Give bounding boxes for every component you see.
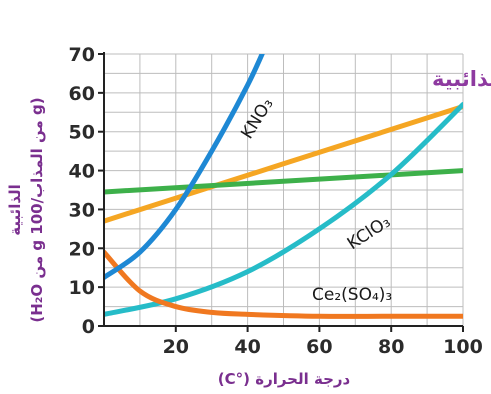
x-tick-labels: 20 40 60 80 100 xyxy=(163,336,483,358)
x-tick-label: 80 xyxy=(378,336,404,358)
x-tick-label: 100 xyxy=(443,336,483,358)
x-tick-label: 40 xyxy=(234,336,260,358)
series-label-ce2so43: Ce₂(SO₄)₃ xyxy=(312,285,392,305)
series-line-orange xyxy=(104,103,463,224)
y-tick-label: 50 xyxy=(69,122,95,144)
y-tick-label: 20 xyxy=(69,238,95,260)
series-line-kno3 xyxy=(104,54,265,280)
y-tick-labels: 0 10 20 30 40 50 60 70 xyxy=(69,44,95,338)
chart-title: الذائبية xyxy=(432,67,491,91)
y-axis-title-line2: (g من المذاب/g 100 من H₂O) xyxy=(28,97,46,322)
y-tick-label: 0 xyxy=(82,316,95,338)
series-line-ce2so43 xyxy=(104,249,463,319)
y-tick-label: 70 xyxy=(69,44,95,66)
axes xyxy=(98,52,464,332)
grid xyxy=(104,53,464,326)
x-axis-title: درجة الحرارة (°C) xyxy=(218,370,351,388)
y-axis-title-line1: الذائبية xyxy=(6,184,24,236)
y-tick-label: 10 xyxy=(69,277,95,299)
y-tick-label: 60 xyxy=(69,83,95,105)
x-tick-label: 20 xyxy=(163,336,189,358)
x-tick-label: 60 xyxy=(306,336,332,358)
series-line-kclo3 xyxy=(104,102,463,317)
y-tick-label: 30 xyxy=(69,199,95,221)
y-tick-label: 40 xyxy=(69,161,95,183)
series-label-kno3: KNO₃ xyxy=(237,95,277,143)
curves xyxy=(104,54,463,319)
series-line-green xyxy=(104,168,463,195)
